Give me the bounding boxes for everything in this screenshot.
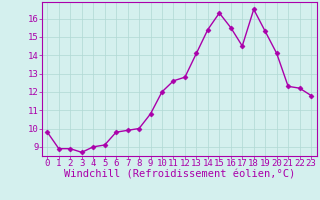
X-axis label: Windchill (Refroidissement éolien,°C): Windchill (Refroidissement éolien,°C) <box>64 169 295 179</box>
